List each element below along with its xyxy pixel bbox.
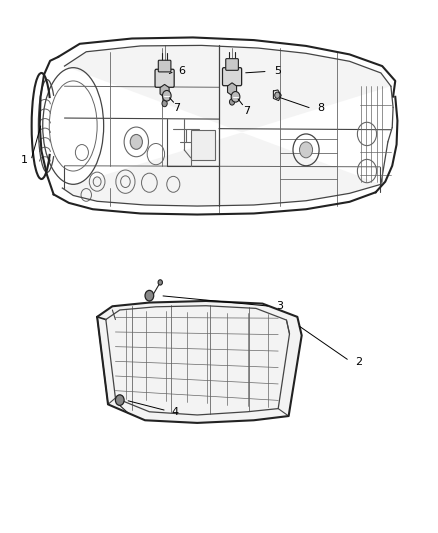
Circle shape xyxy=(230,99,235,105)
Circle shape xyxy=(275,92,280,99)
Text: 7: 7 xyxy=(243,106,250,116)
Circle shape xyxy=(145,290,154,301)
Text: 8: 8 xyxy=(318,103,325,114)
Circle shape xyxy=(130,134,142,149)
Text: 4: 4 xyxy=(172,407,179,417)
Polygon shape xyxy=(62,45,391,206)
Circle shape xyxy=(162,100,167,107)
Polygon shape xyxy=(97,301,302,423)
Circle shape xyxy=(162,91,171,101)
Text: 6: 6 xyxy=(179,67,186,76)
Text: 7: 7 xyxy=(173,103,180,114)
Text: 1: 1 xyxy=(21,156,28,165)
FancyBboxPatch shape xyxy=(155,69,174,87)
FancyBboxPatch shape xyxy=(158,60,171,72)
FancyBboxPatch shape xyxy=(191,130,215,160)
Circle shape xyxy=(158,280,162,285)
FancyBboxPatch shape xyxy=(223,68,242,86)
Text: 2: 2 xyxy=(355,357,362,367)
FancyBboxPatch shape xyxy=(226,59,238,70)
Circle shape xyxy=(300,142,313,158)
Text: 3: 3 xyxy=(276,301,283,311)
Text: 5: 5 xyxy=(274,67,281,76)
Circle shape xyxy=(116,395,124,406)
Circle shape xyxy=(231,92,240,102)
